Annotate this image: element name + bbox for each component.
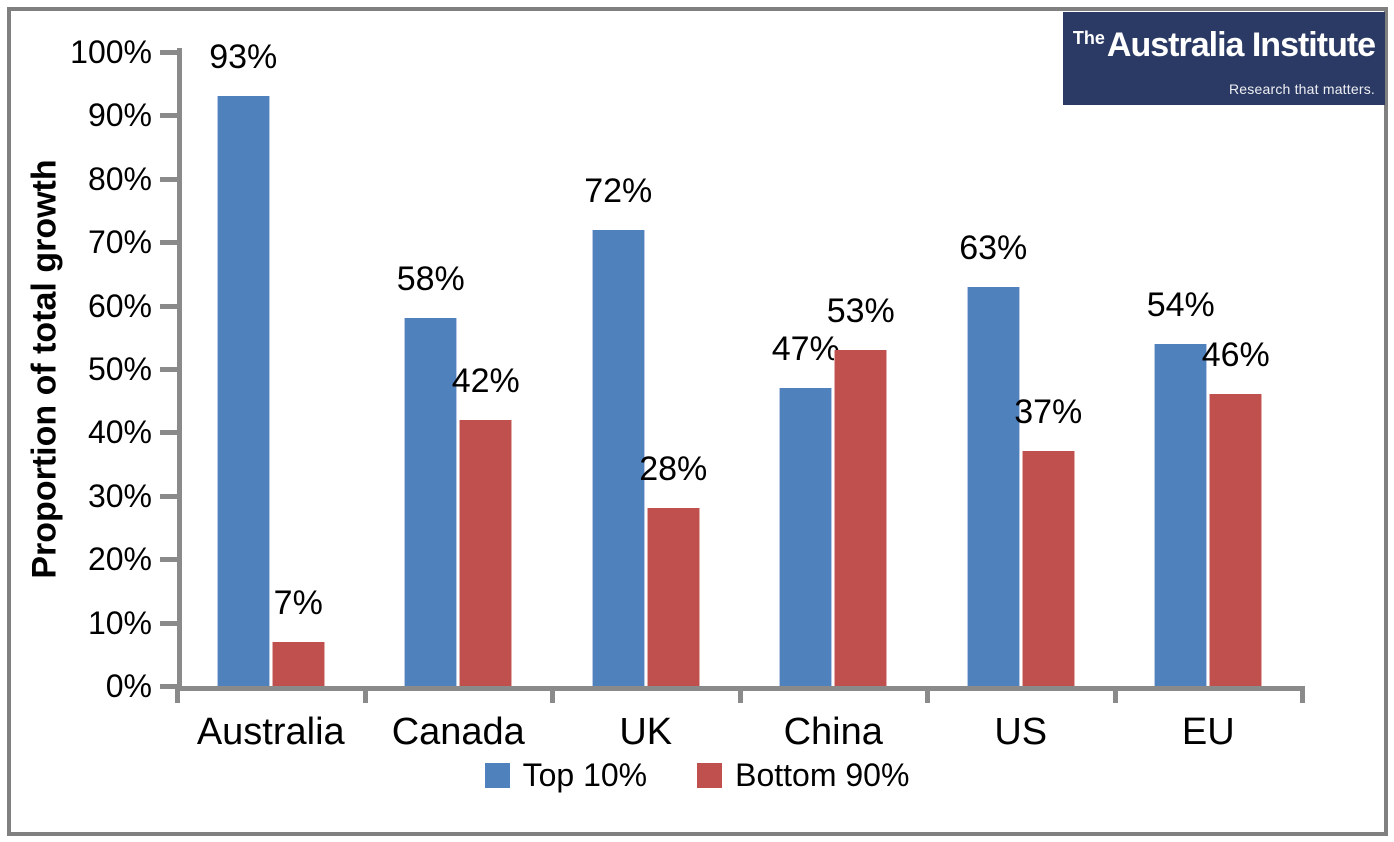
x-tick-label-eu: EU [1181,711,1235,753]
x-axis-tick-2 [550,686,555,703]
bar-top-10--australia [216,96,270,686]
y-axis-tick-40- [160,430,182,436]
y-axis-tick-70- [160,240,182,246]
y-tick-label-20-: 20% [87,541,152,578]
chart-legend: Top 10% Bottom 90% [0,752,1394,798]
y-tick-label-70-: 70% [87,224,152,261]
bar-top-10--canada [404,318,458,686]
y-axis-tick-50- [160,367,182,372]
logo-wordmark: TheAustralia Institute [1063,26,1385,69]
data-label-top-10--us: 63% [959,229,1028,267]
x-axis-tick-0 [175,686,180,703]
y-tick-label-0-: 0% [105,668,152,704]
data-label-bottom-90--china: 53% [826,292,895,330]
y-tick-label-50-: 50% [87,351,152,387]
y-tick-label-90-: 90% [87,97,152,134]
bar-top-10--eu [1154,344,1208,686]
y-tick-label-10-: 10% [87,604,152,641]
y-axis-tick-20- [160,557,182,563]
x-axis-tick-4 [925,686,930,703]
legend-label-top-10: Top 10% [522,757,648,793]
y-axis-tick-100- [160,50,182,55]
legend-swatch-top-10 [484,762,510,788]
bar-bottom-90--australia [271,642,325,686]
y-axis-tick-80- [160,176,182,182]
x-axis-tick-1 [362,686,368,703]
bar-bottom-90--uk [646,508,700,686]
y-tick-label-40-: 40% [87,414,152,451]
y-axis-tick-90- [160,113,182,119]
logo-tagline: Research that matters. [1228,81,1375,97]
bar-top-10--uk [591,230,645,686]
logo-wordmark-the: The [1072,28,1105,48]
data-label-top-10--australia: 93% [209,38,278,76]
x-axis-tick-3 [737,686,743,703]
y-axis-tick-30- [160,493,182,499]
data-label-top-10--canada: 58% [396,260,465,298]
legend-label-bottom-90: Bottom 90% [735,757,910,793]
y-axis-tick-60- [160,303,182,309]
y-tick-label-30-: 30% [87,477,152,514]
data-label-bottom-90--eu: 46% [1201,336,1270,374]
y-tick-label-60-: 60% [87,287,152,324]
data-label-bottom-90--us: 37% [1014,393,1083,431]
australia-institute-logo: TheAustralia Institute Research that mat… [1063,12,1385,105]
bar-bottom-90--china [834,350,888,686]
x-axis-tick-6 [1300,686,1305,703]
legend-item-bottom-90: Bottom 90% [697,755,909,795]
data-label-top-10--eu: 54% [1146,286,1215,324]
x-tick-label-us: US [994,711,1048,753]
x-tick-label-china: China [783,711,883,753]
x-tick-label-australia: Australia [196,711,345,753]
y-axis-tick-0- [160,684,182,689]
bar-bottom-90--us [1021,451,1075,686]
logo-wordmark-name: Australia Institute [1106,26,1376,64]
bar-top-10--us [966,287,1020,686]
y-axis-tick-10- [160,620,182,626]
x-tick-label-canada: Canada [391,711,525,753]
bar-bottom-90--canada [459,420,513,686]
y-tick-label-80-: 80% [87,160,152,197]
data-label-top-10--china: 47% [771,330,840,368]
legend-item-top-10: Top 10% [484,755,648,795]
bar-bottom-90--eu [1209,394,1263,686]
legend-swatch-bottom-90 [697,762,723,788]
data-label-bottom-90--canada: 42% [451,362,520,400]
data-label-top-10--uk: 72% [584,172,653,210]
x-axis-tick-5 [1112,686,1118,703]
x-tick-label-uk: UK [619,711,673,753]
data-label-bottom-90--australia: 7% [273,584,323,622]
y-tick-label-100-: 100% [70,34,152,70]
data-label-bottom-90--uk: 28% [639,450,708,488]
bar-top-10--china [779,388,833,686]
